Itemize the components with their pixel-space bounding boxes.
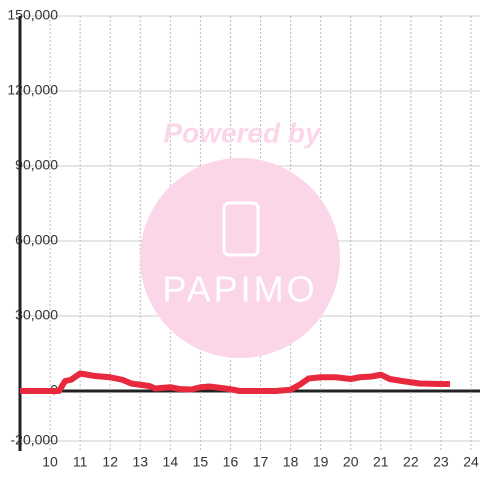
x-tick-label: 23 [433,454,449,470]
y-tick-label: 30,000 [15,307,58,323]
x-tick-label: 12 [102,454,118,470]
y-tick-label: 120,000 [7,82,58,98]
watermark: Powered by PAPIMO [140,117,340,358]
watermark-phone [222,201,260,257]
x-tick-label: 16 [223,454,239,470]
x-tick-label: 18 [283,454,299,470]
x-tick-label: 15 [193,454,209,470]
y-tick-label: -20,000 [11,432,59,448]
y-tick-label: 90,000 [15,157,58,173]
x-tick-label: 20 [343,454,359,470]
watermark-circle [140,158,340,358]
y-tick-label: 150,000 [7,7,58,23]
line [20,370,450,394]
x-tick-label: 10 [42,454,58,470]
x-tick-label: 11 [73,454,88,470]
x-tick-label: 24 [463,454,479,470]
x-tick-label: 21 [373,454,389,470]
x-tick-label: 13 [132,454,148,470]
x-tick-label: 14 [163,454,179,470]
x-tick-label: 22 [403,454,419,470]
watermark-logo: PAPIMO [162,269,317,310]
x-tick-label: 19 [313,454,329,470]
y-tick-label: 60,000 [15,232,58,248]
watermark-title: Powered by [163,117,322,148]
x-tick-label: 17 [253,454,269,470]
